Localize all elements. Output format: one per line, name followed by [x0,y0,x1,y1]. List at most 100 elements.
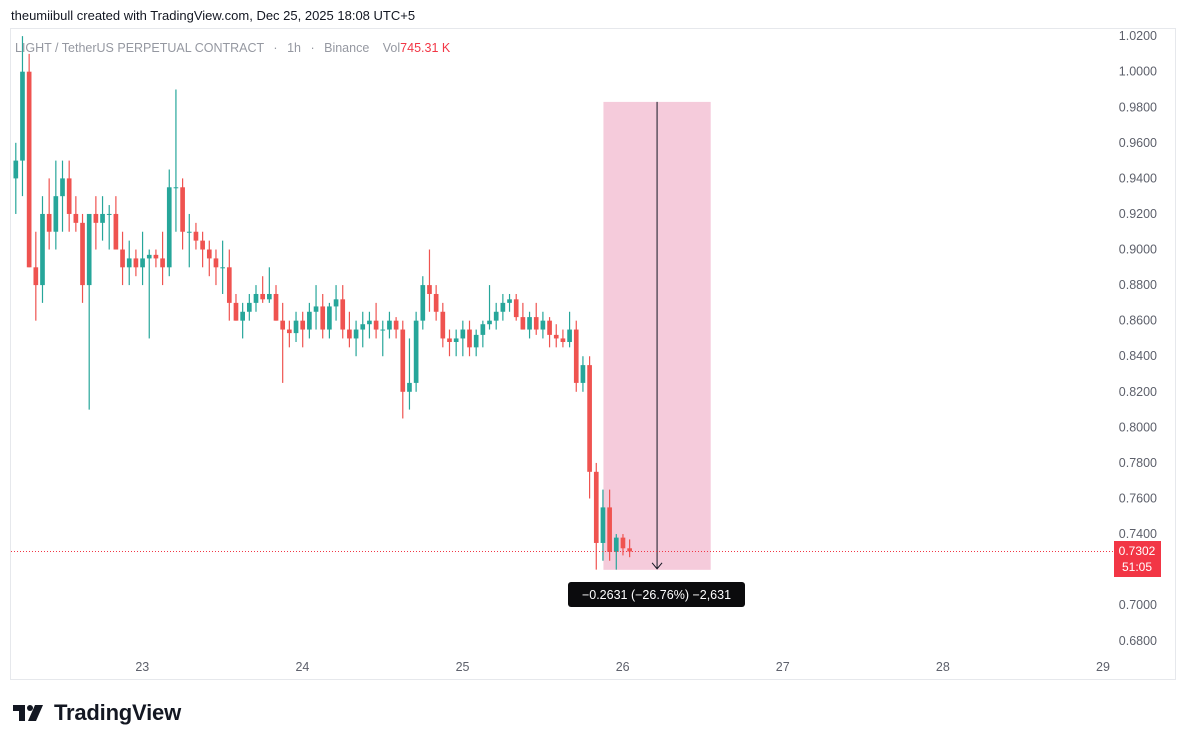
candle [433,285,439,321]
candle [153,249,159,268]
candle [260,276,266,303]
candle [100,196,105,241]
price-tick-label: 1.0200 [1119,29,1157,43]
measure-label-text: −0.2631 (−26.76%) −2,631 [582,588,731,602]
price-tick-label: 0.8400 [1119,349,1157,363]
candle-body [587,365,592,472]
time-tick-label: 27 [776,660,790,674]
candle [553,324,559,348]
current-price-value: 0.7302 [1119,544,1156,558]
chart-attribution: theumiibull created with TradingView.com… [11,8,416,23]
candle [333,285,339,321]
candle-body [420,285,426,321]
candle [280,302,286,383]
candle-body [333,299,339,307]
interval-label: 1h [287,41,301,55]
candle [593,462,599,570]
candle-body [33,267,39,286]
candle [380,320,386,357]
candle [353,320,359,357]
candle [33,231,39,321]
candle [113,196,119,250]
candle [440,302,446,348]
candle-body [120,249,125,268]
measure-label-bg [568,582,745,607]
time-tick-label: 26 [616,660,630,674]
tradingview-brand-name: TradingView [54,700,181,725]
candle-body [573,329,579,383]
price-tick-label: 0.7000 [1119,598,1157,612]
candle [206,240,212,277]
candle [527,311,532,339]
price-tick-label: 0.7600 [1119,492,1157,506]
candle [487,285,492,330]
candle-body [527,317,532,330]
candle-body [507,299,512,303]
candle [467,320,472,357]
candle-body [567,329,572,342]
candle [53,160,59,250]
candle-body [547,320,552,335]
candle [186,213,192,268]
price-tick-label: 0.6800 [1119,634,1157,648]
symbol-legend[interactable]: LIGHT / TetherUS PERPETUAL CONTRACT · 1h… [15,41,451,55]
candle-body [487,320,492,325]
candle [580,356,586,392]
candle [607,489,612,561]
candle-body [353,329,359,339]
time-tick-label: 25 [456,660,470,674]
price-tick-label: 0.8800 [1119,278,1157,292]
candle [373,302,379,339]
candle-body [287,329,292,334]
tradingview-logo[interactable]: TradingView [13,700,181,726]
candle-body [473,334,479,348]
candle-body [60,178,65,197]
candle-body [560,338,566,342]
time-tick-label: 23 [135,660,149,674]
candle [587,356,592,499]
candle [400,320,406,419]
candle-body [193,231,199,241]
candle [307,302,312,339]
price-tick-label: 0.8200 [1119,385,1157,399]
candle [567,311,572,348]
candle [313,285,319,330]
chart-frame: 0.68000.70000.72000.74000.76000.78000.80… [10,28,1176,680]
candle-body [613,537,619,552]
candle [320,293,326,339]
candle-body [200,240,205,250]
candle-body [46,213,52,232]
price-tick-label: 0.8600 [1119,314,1157,328]
measure-arrow-head [651,562,663,570]
price-tick-label: 0.9600 [1119,136,1157,150]
candle [60,160,65,232]
candle-body [160,258,165,268]
candle-body [593,471,599,543]
candle [520,302,526,330]
candle [293,311,299,342]
candle [213,249,219,286]
candle [200,231,205,268]
candle [420,276,426,330]
candle-body [553,334,559,339]
candle [600,489,606,561]
candle-body [273,293,279,321]
candle-body [206,249,212,259]
candle [93,196,99,250]
time-tick-label: 28 [936,660,950,674]
time-axis[interactable]: 23 24 25 26 27 28 29 [135,660,1110,674]
price-tick-label: 0.7800 [1119,456,1157,470]
candle-body [20,71,25,161]
candle-body [447,338,452,342]
candle [627,539,632,558]
candle [273,285,279,321]
candle [267,267,272,303]
price-chart[interactable]: 0.68000.70000.72000.74000.76000.78000.80… [11,29,1177,681]
candle [287,320,292,348]
candle-body [260,293,266,300]
time-tick-label: 24 [295,660,309,674]
candle [500,293,506,321]
candle-body [360,324,366,330]
candle-body [627,548,632,552]
candle-body [500,302,506,312]
